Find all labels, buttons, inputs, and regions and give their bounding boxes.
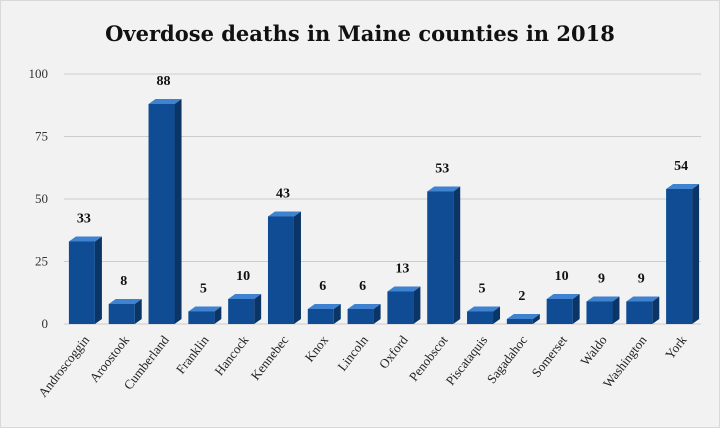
bar-side (373, 304, 381, 324)
data-label: 10 (555, 269, 569, 284)
bar-top (188, 306, 222, 312)
data-label: 88 (157, 74, 171, 89)
y-tick-label: 0 (42, 316, 49, 331)
bar-top (586, 296, 620, 302)
bar (108, 304, 135, 324)
x-tick-label: Kennebec (248, 332, 292, 382)
data-label: 54 (674, 159, 688, 174)
bar (506, 319, 533, 324)
bar (666, 189, 693, 324)
bar-top (626, 296, 660, 302)
data-label: 6 (319, 279, 326, 294)
bar (467, 311, 494, 324)
bar-side (652, 296, 660, 324)
bar (626, 301, 653, 324)
bar (148, 104, 175, 324)
bar-side (94, 236, 102, 324)
bar-top (307, 304, 341, 309)
data-label: 33 (77, 212, 91, 227)
data-label: 2 (518, 289, 525, 304)
data-label: 6 (359, 279, 366, 294)
bar-top (546, 294, 580, 299)
bar-top (108, 299, 142, 304)
data-label: 53 (435, 162, 449, 177)
bar-side (333, 304, 341, 324)
x-tick-label: Franklin (173, 332, 212, 376)
bar-side (254, 294, 262, 324)
x-tick-label: Lincoln (334, 332, 371, 373)
bar-side (293, 211, 301, 324)
data-label: 5 (479, 282, 486, 297)
bar (68, 241, 95, 324)
x-tick-label: York (662, 332, 690, 362)
bar-top (506, 314, 540, 319)
chart-title: Overdose deaths in Maine counties in 201… (105, 21, 615, 46)
bar-top (387, 286, 421, 292)
bar (586, 301, 613, 324)
data-label: 8 (120, 274, 127, 289)
bar-top (666, 184, 700, 189)
bar (347, 309, 374, 324)
bar-side (174, 99, 182, 324)
bar-top (148, 99, 182, 104)
bar (267, 216, 294, 324)
x-tick-label: Piscataquis (443, 333, 491, 388)
x-tick-label: Oxford (376, 332, 411, 371)
data-label: 10 (236, 269, 250, 284)
x-tick-label: Sagadahoc (484, 332, 531, 386)
bar (228, 299, 255, 324)
bar-top (427, 186, 461, 192)
bar-side (214, 306, 222, 324)
x-tick-label: Hancock (211, 332, 252, 378)
data-label: 9 (638, 272, 645, 287)
bar-top (228, 294, 262, 299)
bar-side (134, 299, 142, 324)
bar-top (347, 304, 381, 309)
y-tick-label: 100 (29, 66, 49, 81)
bar (546, 299, 573, 324)
x-tick-label: Knox (302, 332, 332, 364)
data-label: 43 (276, 187, 290, 202)
bar-side (572, 294, 580, 324)
data-label: 5 (200, 282, 207, 297)
bar (427, 191, 454, 324)
bar (387, 291, 414, 324)
data-label: 9 (598, 272, 605, 287)
x-tick-label: Waldo (577, 333, 610, 369)
bar (307, 309, 334, 324)
bar-side (493, 306, 501, 324)
bar-side (532, 314, 540, 324)
x-tick-label: Androscoggin (35, 332, 92, 400)
y-tick-label: 75 (35, 129, 48, 144)
bar-side (453, 186, 461, 324)
data-label: 13 (395, 262, 409, 277)
bar-top (68, 236, 102, 242)
bar-side (413, 286, 421, 324)
bar-side (692, 184, 700, 324)
x-tick-label: Somerset (528, 332, 570, 380)
y-tick-label: 50 (35, 191, 48, 206)
bar-top (267, 211, 301, 217)
bar (188, 311, 215, 324)
y-tick-label: 25 (35, 254, 48, 269)
bar-top (467, 306, 501, 312)
bar-side (612, 296, 620, 324)
